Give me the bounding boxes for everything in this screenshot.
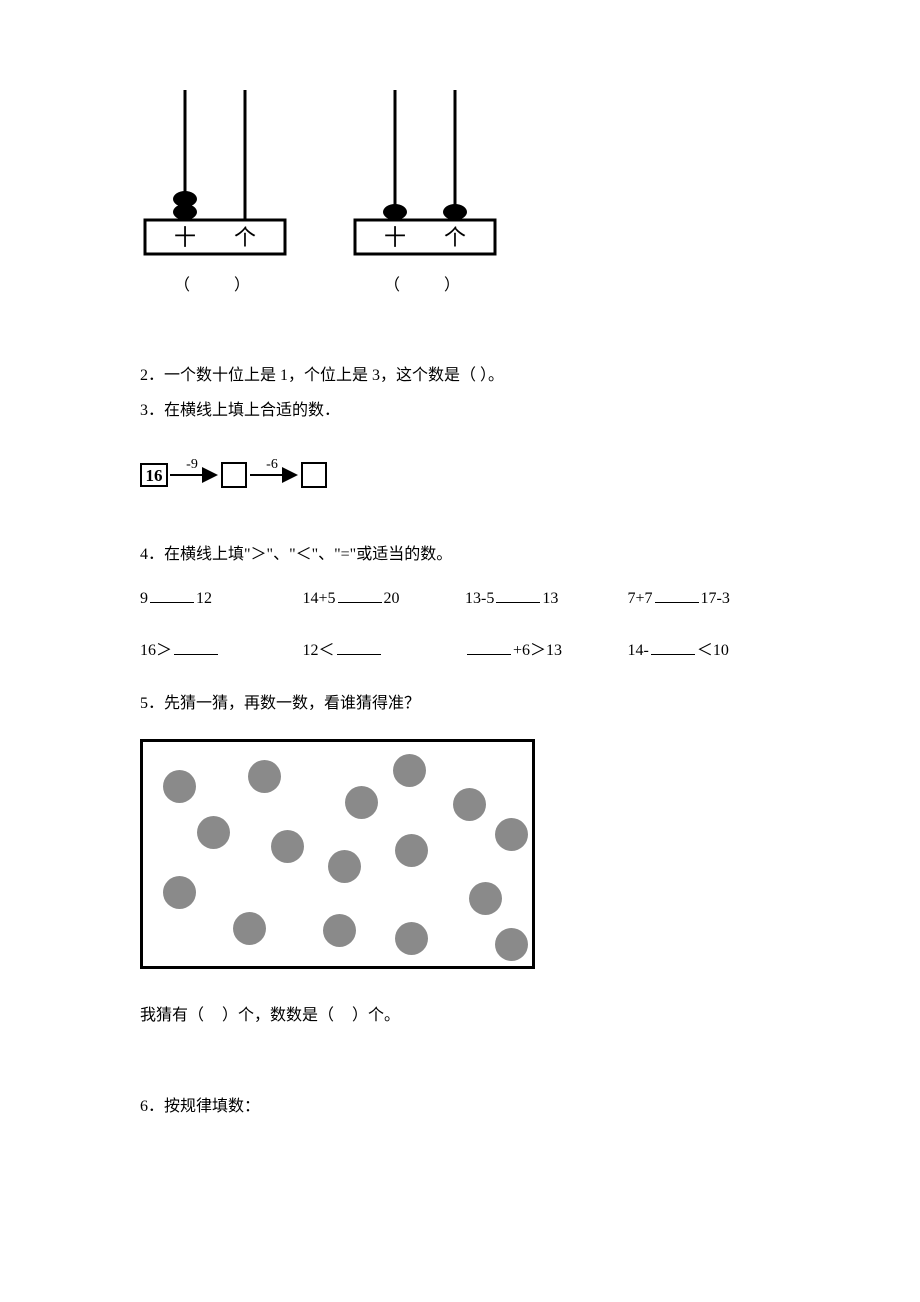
question-6: 6．按规律填数： [140,1092,780,1122]
cmp-text: 12＜ [303,642,335,659]
cmp-text: 14- [628,642,649,659]
svg-text:十: 十 [174,225,196,250]
abacus-row: 十 个 （ ） 十 个 （ ） [140,90,780,301]
dots-box [140,739,535,969]
blank[interactable] [467,639,511,655]
dot [323,914,356,947]
cmp-r1-c2: 14+5 20 [303,584,456,614]
abacus-left-paren: （ ） [160,271,270,301]
dot [248,760,281,793]
cmp-text: +6＞13 [513,642,562,659]
cmp-r2-c4: 14- ＜10 [628,636,781,666]
svg-text:个: 个 [444,225,466,250]
guess-text-a: 我猜有（ [140,1007,204,1024]
dot [469,882,502,915]
cmp-text: ＜10 [697,642,729,659]
compare-grid: 912 14+520 13-513 7+717-3 16＞ 12＜ +6＞13 … [140,584,780,667]
svg-text:十: 十 [384,225,406,250]
cmp-r1-c3: 13-5 13 [465,584,618,614]
guess-text-b: ）个，数数是（ [222,1007,334,1024]
step1-label: -9 [186,457,198,472]
dot [395,922,428,955]
dot [233,912,266,945]
arrow-diagram: 16 -9 -6 [140,454,780,505]
cmp-right: 13 [542,590,558,607]
start-value: 16 [146,466,163,485]
blank[interactable] [338,587,382,603]
cmp-r2-c3: +6＞13 [465,636,618,666]
dot [197,816,230,849]
cmp-r2-c1: 16＞ [140,636,293,666]
dot [495,928,528,961]
cmp-left: 13-5 [465,590,494,607]
cmp-r2-c2: 12＜ [303,636,456,666]
blank[interactable] [174,639,218,655]
blank[interactable] [337,639,381,655]
dot [453,788,486,821]
dot [393,754,426,787]
paren-blank[interactable] [334,1007,352,1024]
svg-text:个: 个 [234,225,256,250]
dot [495,818,528,851]
abacus-svg-left: 十 个 [140,90,290,265]
guess-line: 我猜有（ ）个，数数是（ ）个。 [140,1001,780,1031]
cmp-right: 17-3 [701,590,730,607]
dot [163,770,196,803]
question-5: 5．先猜一猜，再数一数，看谁猜得准？ [140,689,780,719]
question-3: 3．在横线上填上合适的数． [140,396,780,426]
blank[interactable] [651,639,695,655]
cmp-right: 20 [384,590,400,607]
blank[interactable] [655,587,699,603]
guess-text-c: ）个。 [352,1007,400,1024]
dot [271,830,304,863]
cmp-r1-c4: 7+7 17-3 [628,584,781,614]
abacus-right: 十 个 （ ） [350,90,500,301]
step2-label: -6 [266,457,278,472]
abacus-right-paren: （ ） [370,271,480,301]
cmp-right: 12 [196,590,212,607]
question-2: 2．一个数十位上是 1，个位上是 3，这个数是（ ）。 [140,361,780,391]
dot [163,876,196,909]
dot [345,786,378,819]
blank[interactable] [150,587,194,603]
cmp-left: 7+7 [628,590,653,607]
blank[interactable] [496,587,540,603]
abacus-svg-right: 十 个 [350,90,500,265]
cmp-r1-c1: 9 12 [140,584,293,614]
cmp-text: 16＞ [140,642,172,659]
dot [328,850,361,883]
paren-blank[interactable] [204,1007,222,1024]
abacus-left: 十 个 （ ） [140,90,290,301]
cmp-left: 9 [140,590,148,607]
dot [395,834,428,867]
cmp-left: 14+5 [303,590,336,607]
question-4: 4．在横线上填"＞"、"＜"、"="或适当的数。 [140,540,780,570]
